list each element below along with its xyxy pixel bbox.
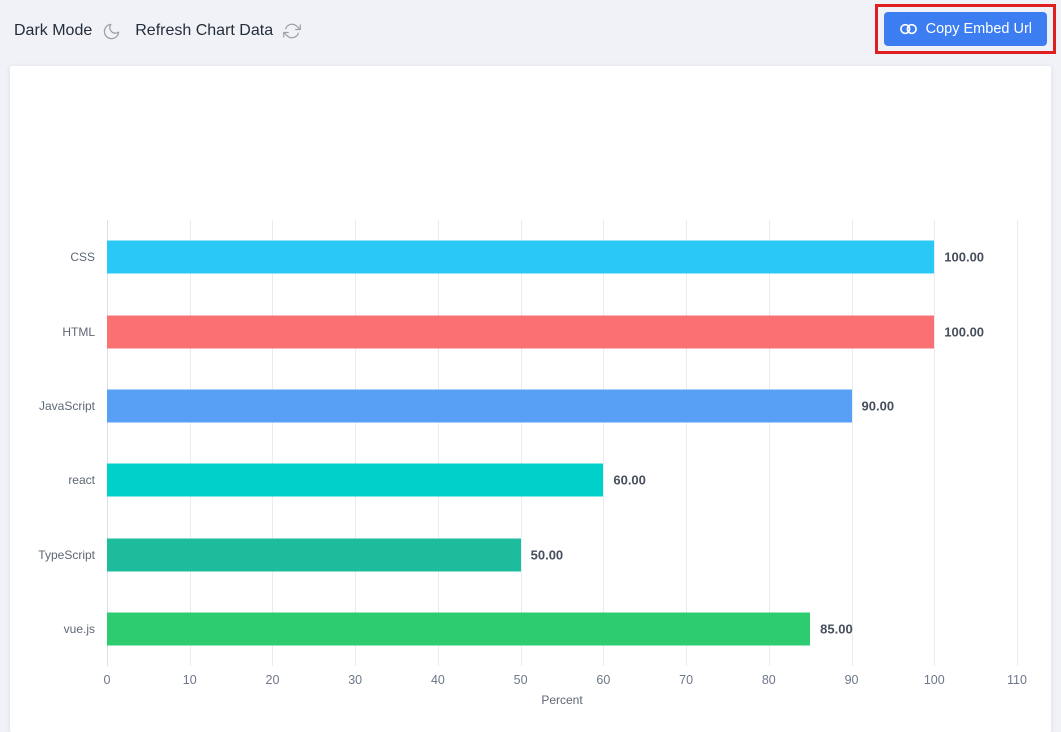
x-tick-label: 110 [1007,673,1027,687]
toolbar: Dark Mode Refresh Chart Data Copy Embed … [0,0,1061,66]
gridline [768,220,770,666]
x-tick-label: 70 [679,673,694,687]
bar-vue-js[interactable] [107,612,811,646]
moon-icon[interactable] [102,22,121,41]
bar-javascript[interactable] [107,389,852,423]
x-tick-label: 10 [182,673,197,687]
x-tick-label: 100 [923,673,945,687]
x-tick-label: 30 [348,673,363,687]
dark-mode-label: Dark Mode [14,22,93,39]
y-axis-line [107,220,108,666]
x-tick-label: 90 [844,673,859,687]
copy-embed-url-button[interactable]: Copy Embed Url [883,12,1047,46]
gridline [189,220,191,666]
copy-embed-url-label: Copy Embed Url [925,21,1032,37]
x-tick-label: 20 [265,673,280,687]
gridline [355,220,357,666]
chart-card: 0 10 20 30 40 50 60 70 80 90 100 110 CSS 100.00 HTML 10… [10,66,1051,732]
value-label: 60.00 [613,472,646,488]
refresh-icon[interactable] [283,22,301,40]
category-label: CSS [70,250,95,265]
gridline [272,220,274,666]
category-label: TypeScript [38,547,95,562]
gridline [437,220,439,666]
category-label: vue.js [63,621,95,636]
category-label: react [68,473,95,488]
category-label: JavaScript [38,398,95,413]
link-icon [899,22,918,36]
gridline [1017,220,1018,666]
gridline [603,220,605,666]
value-label: 85.00 [820,621,853,637]
value-label: 100.00 [944,324,985,339]
value-label: 90.00 [861,398,895,414]
category-label: HTML [62,324,95,339]
value-label: 100.00 [944,249,985,265]
bar-css[interactable] [107,240,935,274]
gridline [934,220,936,666]
refresh-chart-data-label: Refresh Chart Data [135,22,274,39]
bar-react[interactable] [107,463,604,497]
bar-typescript[interactable] [107,538,521,571]
bar-chart: 0 10 20 30 40 50 60 70 80 90 100 110 CSS 100.00 HTML 10… [38,220,1027,707]
gridline [851,220,853,666]
value-label: 50.00 [530,547,564,562]
x-axis-title: Percent [541,693,583,707]
x-tick-label: 80 [761,673,776,687]
x-tick-label: 50 [513,673,528,687]
x-tick-label: 0 [103,673,111,687]
annotation-highlight-box: Copy Embed Url [874,4,1056,54]
bar-html[interactable] [107,315,935,348]
x-tick-label: 60 [596,673,611,687]
gridline [520,220,522,666]
gridline [686,220,688,666]
x-tick-label: 40 [430,673,445,687]
